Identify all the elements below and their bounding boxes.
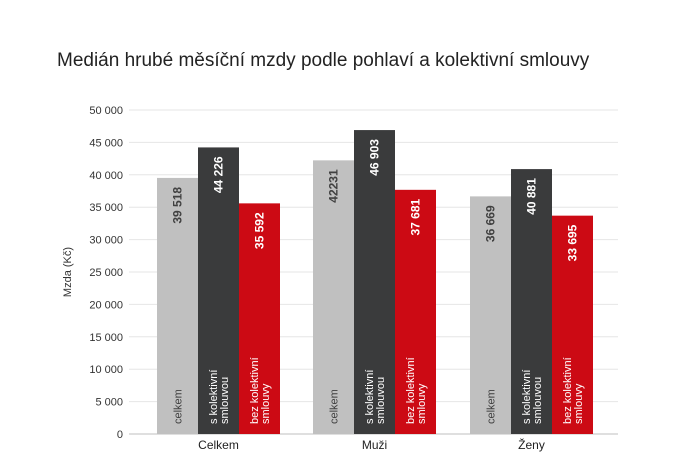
series-name-label: smlouvou	[375, 377, 387, 424]
series-name-label: s kolektivní	[364, 370, 376, 424]
y-tick-label: 35 000	[89, 202, 123, 214]
bar	[198, 147, 239, 434]
bar	[157, 177, 198, 435]
x-tick-label: Celkem	[198, 438, 239, 452]
series-name-label: smlouvou	[219, 377, 231, 424]
bar	[552, 215, 593, 434]
series-name-label: celkem	[329, 389, 341, 424]
series-name-label: bez kolektivní	[405, 357, 417, 424]
bar	[511, 169, 552, 434]
series-name-label: bez kolektivní	[562, 357, 574, 424]
y-tick-label: 25 000	[89, 267, 123, 279]
value-label: 37 681	[409, 199, 423, 236]
value-label: 40 881	[525, 178, 539, 215]
x-axis: Celkem Muži Ženy	[198, 437, 545, 452]
value-label: 33 695	[566, 224, 580, 261]
series-name-label: s kolektivní	[521, 370, 533, 424]
value-label: 44 226	[212, 156, 226, 193]
series-name-label: celkem	[486, 389, 498, 424]
y-tick-label: 30 000	[89, 235, 123, 247]
series-name-label: celkem	[173, 389, 185, 424]
value-label: 42231	[327, 169, 341, 203]
y-tick-label: 20 000	[89, 299, 123, 311]
series-name-label: smlouvy	[260, 383, 272, 424]
chart-title: Medián hrubé měsíční mzdy podle pohlaví …	[57, 50, 590, 71]
y-axis-title: Mzda (Kč)	[62, 247, 74, 297]
y-tick-label: 0	[117, 429, 123, 441]
series-name-label: bez kolektivní	[249, 357, 261, 424]
x-tick-label: Ženy	[518, 437, 545, 452]
y-tick-label: 5 000	[95, 397, 123, 409]
value-label: 39 518	[171, 187, 185, 224]
series-name-label: smlouvy	[573, 383, 585, 424]
bar	[395, 189, 436, 434]
y-tick-label: 50 000	[89, 105, 123, 117]
y-axis: 0 5 000 10 000 15 000 20 000 25 000 30 000 35 0…	[62, 105, 123, 441]
bar	[470, 196, 511, 434]
series-name-label: s kolektivní	[208, 370, 220, 424]
y-tick-label: 10 000	[89, 364, 123, 376]
bar	[239, 203, 280, 434]
y-tick-label: 45 000	[89, 137, 123, 149]
value-label: 46 903	[368, 139, 382, 176]
value-label: 36 669	[484, 205, 498, 242]
bar	[354, 130, 395, 435]
y-tick-label: 40 000	[89, 170, 123, 182]
series-name-label: smlouvy	[416, 383, 428, 424]
value-label: 35 592	[253, 212, 267, 249]
series-name-label: smlouvou	[532, 377, 544, 424]
bar	[313, 160, 354, 434]
x-tick-label: Muži	[362, 438, 387, 452]
y-tick-label: 15 000	[89, 332, 123, 344]
